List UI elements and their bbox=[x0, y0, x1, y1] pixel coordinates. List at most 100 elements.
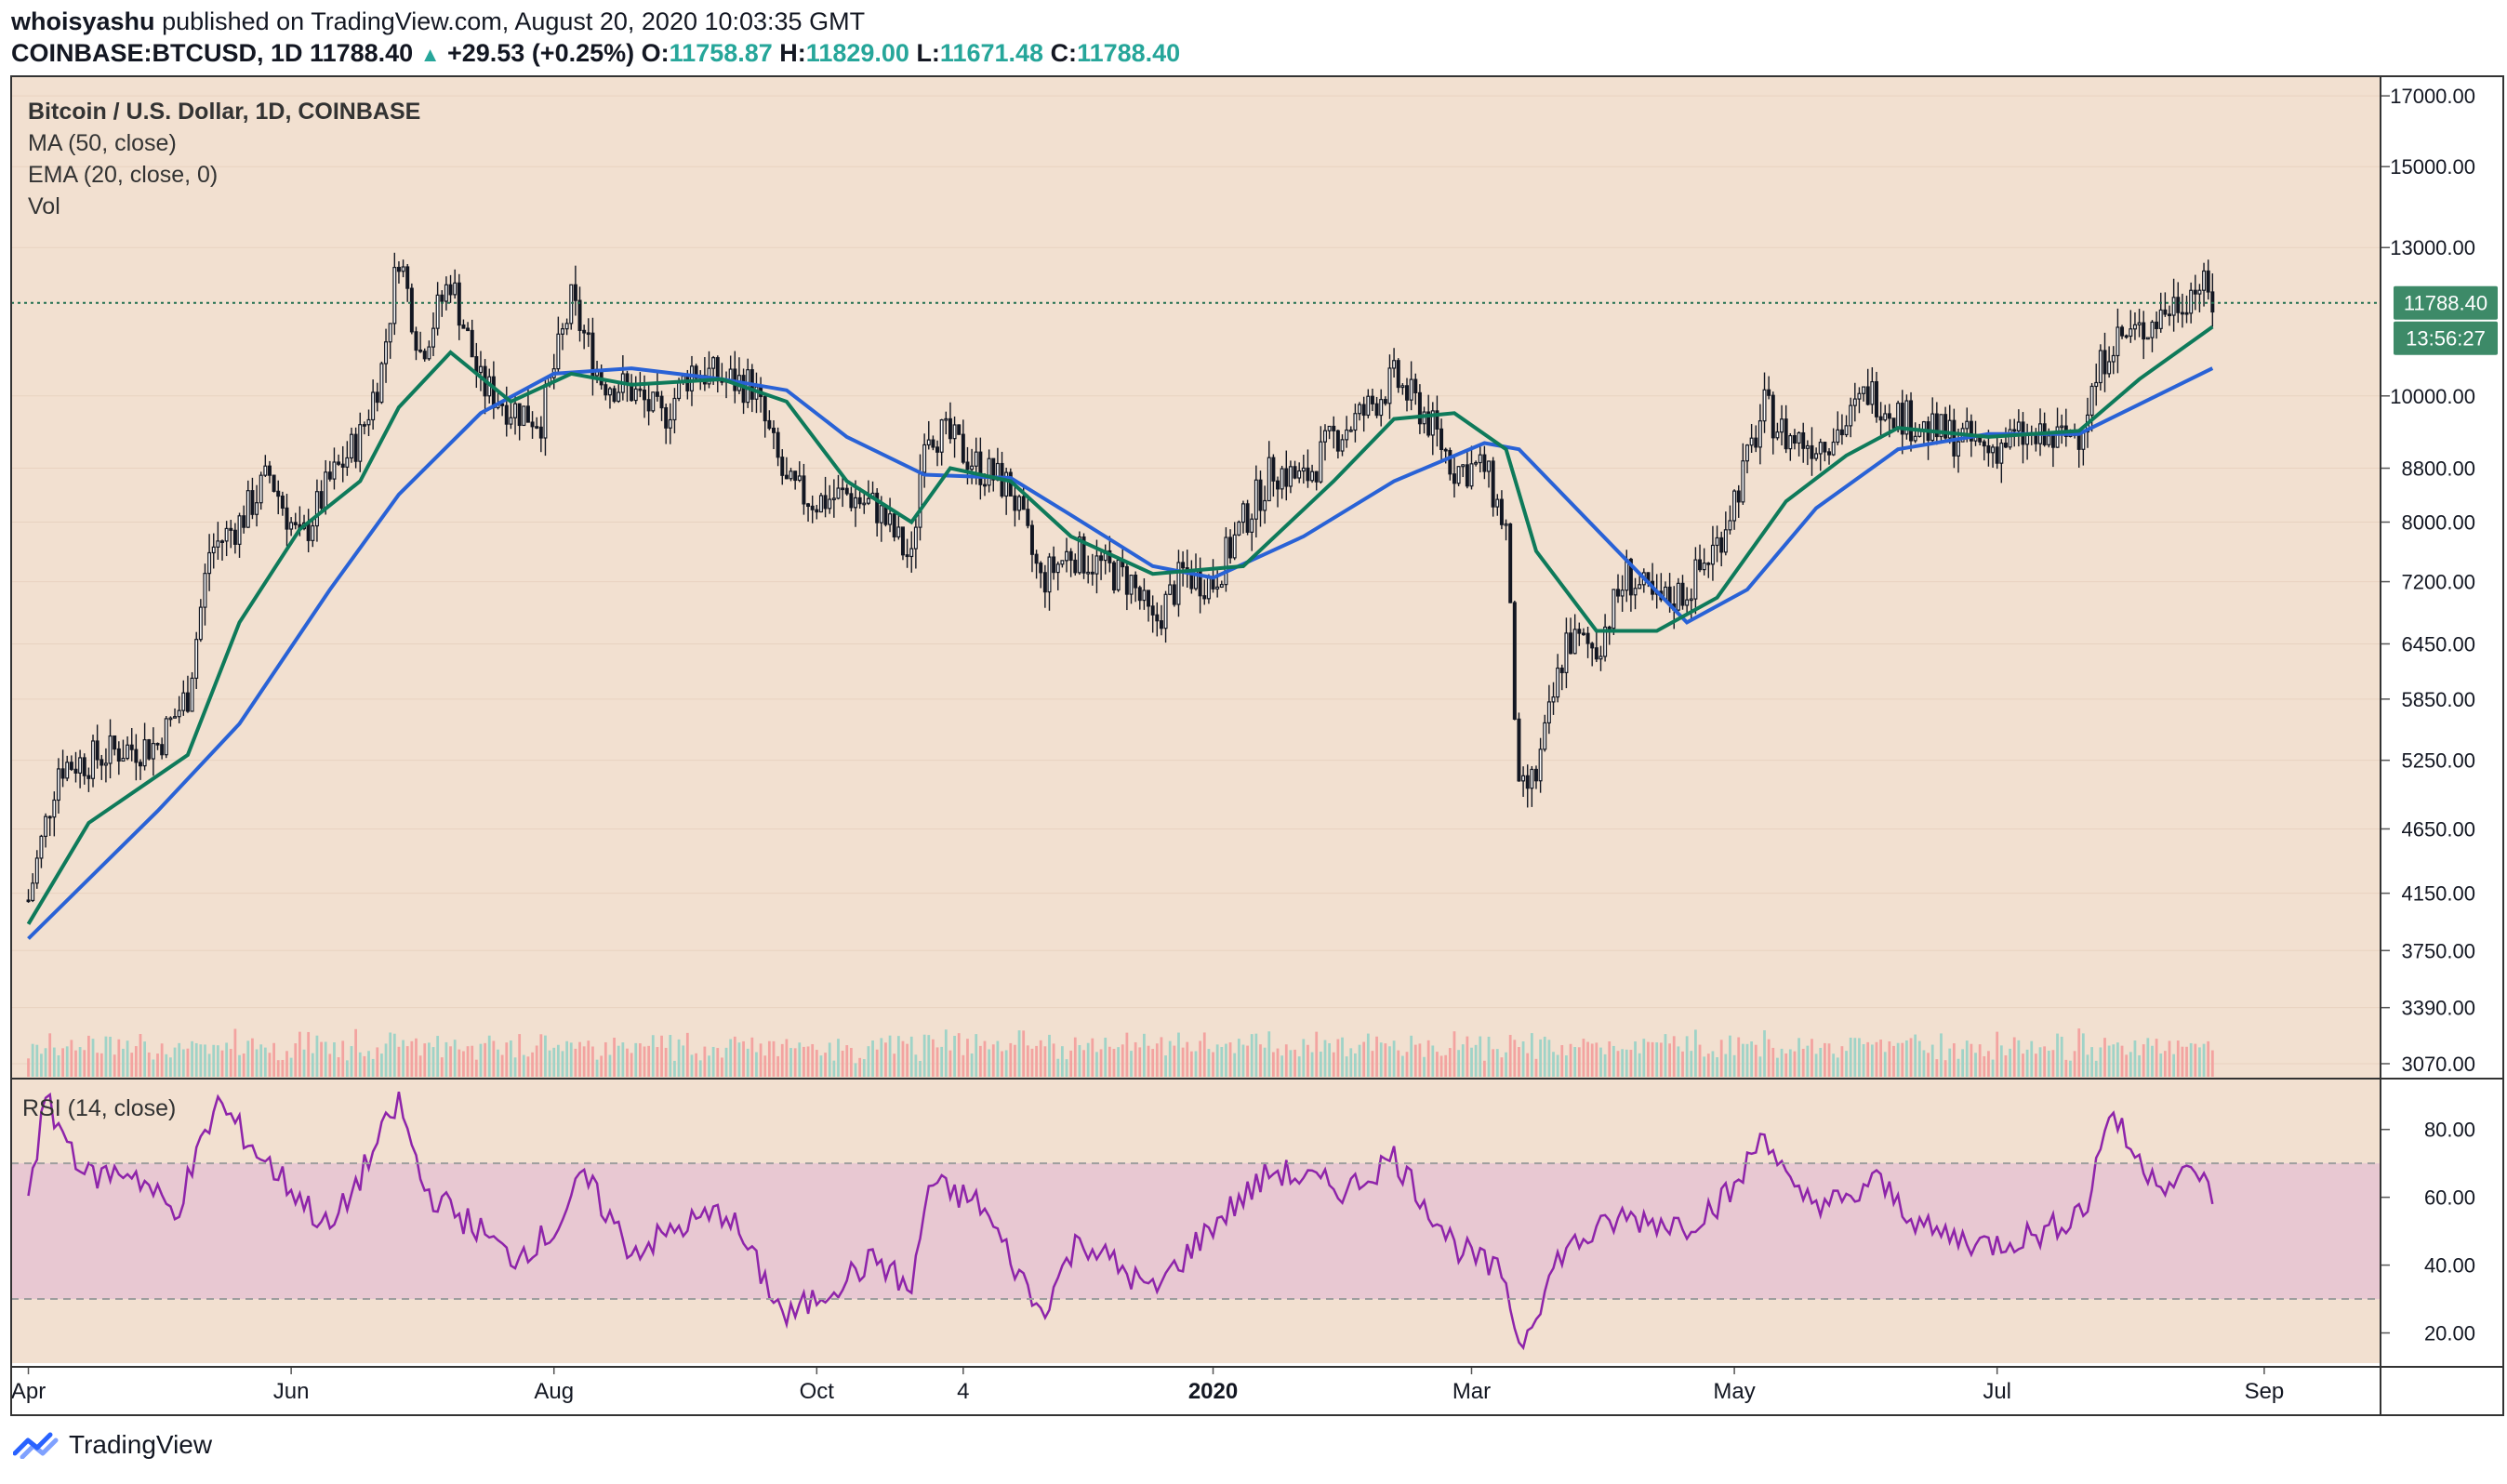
volume-bar bbox=[86, 1035, 90, 1077]
volume-bar bbox=[458, 1049, 461, 1077]
low-label: L: bbox=[916, 39, 940, 67]
volume-bar bbox=[2051, 1050, 2055, 1077]
candle bbox=[1620, 575, 1625, 612]
volume-bar bbox=[1518, 1047, 1520, 1077]
candle bbox=[952, 416, 957, 458]
volume-bar bbox=[2081, 1033, 2085, 1077]
legend-title[interactable]: Bitcoin / U.S. Dollar, 1D, COINBASE bbox=[28, 99, 420, 125]
candle bbox=[797, 461, 802, 483]
volume-bar bbox=[556, 1044, 560, 1077]
volume-bar bbox=[2094, 1060, 2098, 1077]
candle bbox=[1306, 449, 1310, 488]
candle bbox=[784, 457, 789, 480]
volume-bar bbox=[1160, 1037, 1163, 1077]
candle bbox=[1461, 464, 1466, 478]
volume-bar bbox=[1582, 1039, 1585, 1077]
time-tick-label: Mar bbox=[1452, 1379, 1491, 1404]
candle bbox=[435, 282, 440, 336]
price-axis[interactable]: 17000.00 15000.00 13000.00 10000.00 8800.00 8… bbox=[2381, 85, 2475, 1076]
legend-rsi[interactable]: RSI (14, close) bbox=[22, 1095, 176, 1121]
candle bbox=[522, 405, 526, 427]
volume-bar bbox=[1634, 1041, 1637, 1077]
candle bbox=[1322, 424, 1327, 461]
volume-bar bbox=[1896, 1042, 1900, 1077]
candle bbox=[1913, 422, 1917, 444]
candle bbox=[250, 477, 255, 520]
volume-bar bbox=[402, 1040, 405, 1077]
candle bbox=[177, 696, 181, 723]
volume-bar bbox=[2168, 1040, 2171, 1077]
price-tick-label: 17000.00 bbox=[2390, 85, 2475, 108]
volume-bar bbox=[695, 1053, 697, 1077]
candle bbox=[1271, 454, 1276, 497]
volume-bar bbox=[1711, 1051, 1715, 1077]
volume-bar bbox=[1271, 1052, 1275, 1077]
volume-bar bbox=[1698, 1044, 1702, 1077]
volume-bar bbox=[212, 1044, 216, 1077]
candle bbox=[1564, 617, 1569, 689]
volume-bar bbox=[2012, 1037, 2016, 1077]
candle bbox=[1771, 391, 1775, 455]
candle bbox=[1124, 563, 1129, 611]
rsi-tick-label: 20.00 bbox=[2424, 1322, 2475, 1345]
rsi-axis[interactable]: 80.00 60.00 40.00 20.00 bbox=[2381, 1119, 2475, 1345]
candle bbox=[2171, 278, 2176, 332]
candle bbox=[2003, 427, 2008, 449]
volume-bar bbox=[272, 1042, 275, 1077]
candle bbox=[1224, 527, 1228, 592]
time-axis[interactable]: Apr Jun Aug Oct 4 2020 Mar May Jul Sep bbox=[11, 1367, 2284, 1404]
candle bbox=[1379, 389, 1384, 427]
volume-bar bbox=[1228, 1042, 1232, 1077]
volume-bar bbox=[78, 1047, 82, 1077]
volume-bar bbox=[2038, 1047, 2042, 1077]
volume-bar bbox=[1108, 1046, 1111, 1077]
volume-bar bbox=[2103, 1038, 2106, 1077]
volume-bar bbox=[410, 1040, 414, 1077]
legend-ma[interactable]: MA (50, close) bbox=[28, 130, 177, 156]
symbol[interactable]: COINBASE:BTCUSD, 1D bbox=[11, 39, 303, 67]
volume-bar bbox=[1052, 1043, 1055, 1077]
legend-ema[interactable]: EMA (20, close, 0) bbox=[28, 162, 218, 188]
volume-bar bbox=[1495, 1049, 1499, 1077]
candle bbox=[1930, 397, 1935, 444]
candle bbox=[1732, 489, 1737, 530]
volume-bar bbox=[711, 1046, 715, 1077]
volume-bar bbox=[1513, 1040, 1517, 1077]
candle bbox=[535, 417, 539, 430]
candle bbox=[1448, 447, 1452, 481]
volume-bar bbox=[276, 1060, 280, 1077]
candle bbox=[1827, 447, 1832, 465]
volume-bar bbox=[1948, 1048, 1952, 1077]
candles bbox=[26, 252, 2215, 903]
volume-bar bbox=[337, 1057, 340, 1077]
volume-bar bbox=[582, 1046, 586, 1077]
volume-bar bbox=[1397, 1050, 1400, 1077]
volume-bar bbox=[1310, 1052, 1314, 1077]
candle bbox=[181, 680, 186, 716]
candle bbox=[1413, 373, 1418, 405]
candle bbox=[1685, 587, 1690, 614]
candle bbox=[242, 505, 246, 534]
candle bbox=[1013, 480, 1017, 527]
candle bbox=[95, 724, 99, 769]
candle bbox=[1504, 519, 1508, 541]
candle bbox=[1538, 737, 1543, 793]
volume-bar bbox=[767, 1040, 771, 1077]
volume-bar bbox=[130, 1053, 134, 1077]
volume-bar bbox=[1780, 1048, 1784, 1077]
volume-bar bbox=[358, 1052, 362, 1077]
volume-bar bbox=[91, 1039, 95, 1077]
candle bbox=[569, 284, 574, 330]
volume-bar bbox=[1069, 1050, 1073, 1077]
volume-bar bbox=[1719, 1040, 1723, 1077]
candle bbox=[453, 269, 458, 299]
author[interactable]: whoisyashu bbox=[11, 7, 155, 35]
candle bbox=[2111, 346, 2116, 375]
volume-bar bbox=[1164, 1055, 1167, 1077]
candle bbox=[2098, 344, 2102, 391]
candle bbox=[1572, 614, 1577, 655]
volume-bar bbox=[1560, 1044, 1564, 1077]
candle bbox=[147, 738, 152, 761]
legend-vol[interactable]: Vol bbox=[28, 193, 60, 219]
